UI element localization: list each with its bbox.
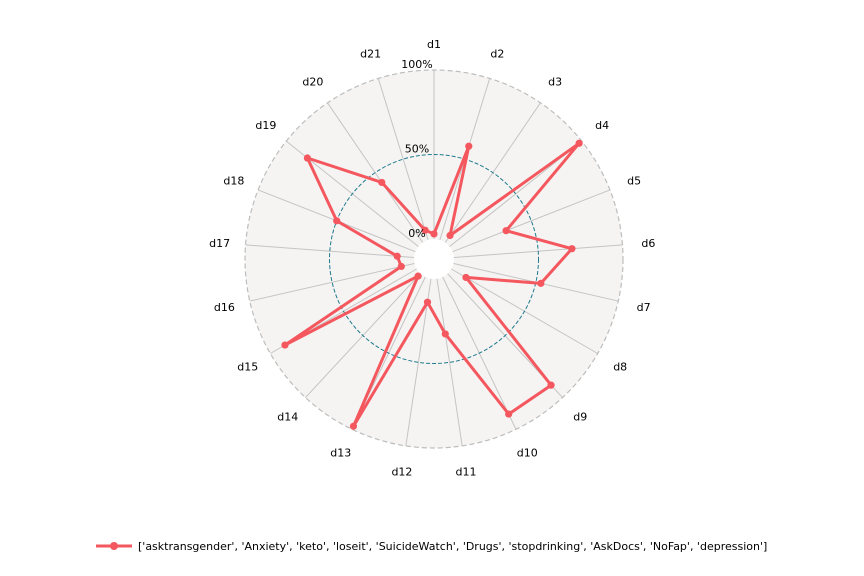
axis-label-d15: d15 — [237, 361, 258, 374]
point-d16 — [397, 262, 405, 271]
legend-swatch — [96, 542, 132, 550]
axis-label-d2: d2 — [490, 48, 504, 61]
point-d20 — [378, 178, 386, 187]
radar-series — [281, 139, 583, 430]
axis-label-d7: d7 — [637, 301, 651, 314]
spoke-d11 — [436, 278, 463, 446]
radar-background — [245, 70, 623, 448]
point-d21 — [421, 226, 429, 234]
spoke-d5 — [452, 189, 611, 253]
spoke-d6 — [453, 244, 623, 259]
axis-label-d4: d4 — [595, 119, 609, 132]
legend: ['asktransgender', 'Anxiety', 'keto', 'l… — [96, 536, 767, 556]
axis-label-d9: d9 — [573, 411, 587, 424]
axis-label-d14: d14 — [277, 411, 298, 424]
axis-label-d6: d6 — [641, 237, 655, 250]
radar-radial-labels: 0% 50% 100% — [401, 58, 432, 240]
radial-label: 0% — [408, 227, 425, 240]
axis-label-d17: d17 — [209, 237, 230, 250]
point-d5 — [502, 227, 510, 235]
axis-label-d8: d8 — [613, 361, 627, 374]
point-d11 — [441, 330, 449, 338]
axis-label-d10: d10 — [517, 447, 538, 460]
axis-label-d5: d5 — [627, 174, 641, 187]
point-d14 — [414, 272, 422, 280]
axis-label-d21: d21 — [360, 48, 381, 61]
point-d9 — [547, 381, 555, 389]
mid-ring — [329, 154, 539, 364]
point-d13 — [349, 422, 358, 430]
axis-label-d13: d13 — [330, 447, 351, 460]
axis-label-d19: d19 — [255, 119, 276, 132]
series-line — [283, 141, 581, 428]
point-d6 — [568, 245, 576, 253]
spoke-d12 — [405, 278, 432, 446]
outer-ring — [244, 69, 624, 449]
spoke-d17 — [245, 244, 415, 259]
legend-label: ['asktransgender', 'Anxiety', 'keto', 'l… — [138, 539, 768, 553]
axis-label-d18: d18 — [223, 174, 244, 187]
point-d8 — [462, 273, 470, 282]
axis-label-d20: d20 — [302, 75, 323, 88]
point-d18 — [333, 217, 341, 225]
point-d3 — [446, 231, 454, 240]
radar-grid — [244, 69, 624, 449]
axis-label-d12: d12 — [391, 466, 412, 479]
point-d15 — [281, 341, 289, 349]
point-d2 — [465, 142, 473, 150]
spoke-d16 — [249, 262, 415, 302]
radial-label: 50% — [405, 143, 429, 156]
radar-hole — [414, 239, 454, 279]
axis-label-d1: d1 — [427, 38, 441, 51]
axis-label-d11: d11 — [456, 466, 477, 479]
point-d12 — [423, 298, 432, 306]
point-d4 — [575, 139, 583, 147]
point-d10 — [505, 410, 513, 418]
axis-label-d3: d3 — [548, 75, 562, 88]
radar-axis-labels: d1 d2 d3 d4 d5 d6 d7 d8 d9 d10 d11 d12 d13 d14 d15 d16 d… — [209, 38, 655, 479]
point-d7 — [537, 279, 545, 287]
axis-label-d16: d16 — [214, 301, 235, 314]
point-d19 — [303, 154, 311, 162]
spoke-d21 — [377, 78, 429, 241]
radial-label: 100% — [401, 58, 432, 71]
point-d1 — [430, 230, 438, 238]
point-d17 — [393, 252, 401, 260]
